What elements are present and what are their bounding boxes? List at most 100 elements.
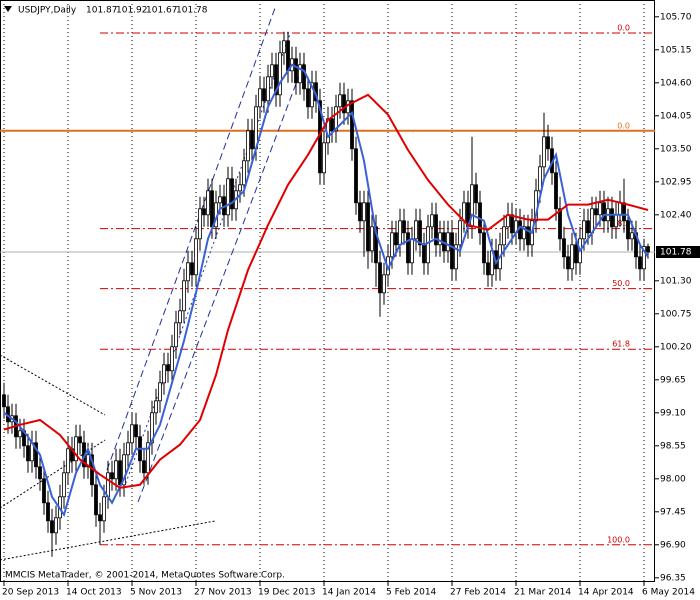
x-tick-label: 14 Jan 2014 — [322, 588, 376, 598]
x-tick-label: 20 Sep 2013 — [2, 588, 59, 598]
candle-body — [118, 460, 122, 486]
channel-line — [137, 59, 306, 503]
current-price-box — [656, 246, 700, 258]
candle-body — [354, 148, 358, 204]
candle-body — [78, 436, 82, 444]
candle-body — [418, 220, 422, 246]
candle-body — [458, 220, 462, 246]
candle-body — [302, 64, 306, 90]
candle-body — [462, 202, 466, 222]
candle-body — [310, 82, 314, 108]
candle-body — [154, 400, 158, 414]
candle-body — [630, 232, 634, 240]
candle-body — [226, 178, 230, 216]
candle-body — [570, 244, 574, 270]
candle-body — [438, 232, 442, 246]
candle-body — [98, 514, 102, 522]
candle-body — [598, 202, 602, 216]
indicator-line — [3, 63, 649, 518]
candle-body — [434, 214, 438, 246]
y-tick-label: 102.95 — [660, 177, 692, 187]
y-tick-label: 100.75 — [660, 309, 692, 319]
header-low: 101.67 — [146, 6, 178, 16]
candle-body — [286, 40, 290, 72]
y-tick-label: 96.35 — [660, 573, 686, 583]
candle-body — [394, 232, 398, 246]
candle-body — [198, 208, 202, 240]
candle-body — [186, 262, 190, 282]
candle-body — [554, 172, 558, 210]
level-label: 0.0 — [617, 24, 630, 33]
candle-body — [206, 190, 210, 216]
candle-body — [126, 442, 130, 456]
y-tick-label: 104.60 — [660, 78, 692, 88]
candle-body — [18, 430, 22, 438]
candle-body — [406, 232, 410, 264]
candle-body — [62, 472, 66, 498]
candle-body — [50, 520, 54, 534]
candle-body — [362, 202, 366, 222]
indicator-lines — [3, 63, 649, 518]
candle-body — [562, 238, 566, 258]
candle-body — [182, 280, 186, 312]
candle-body — [54, 517, 58, 534]
candle-body — [486, 262, 490, 276]
candle-body — [382, 274, 386, 294]
candle-body — [426, 226, 430, 264]
y-tick-label: 98.55 — [660, 441, 686, 451]
x-tick-label: 19 Dec 2013 — [258, 588, 316, 598]
level-label: 50.0 — [612, 279, 630, 288]
grid — [3, 0, 645, 582]
trend-line — [0, 520, 216, 561]
candle-body — [510, 214, 514, 234]
candle-body — [178, 310, 182, 324]
candle-body — [358, 202, 362, 222]
candle-body — [642, 246, 646, 270]
candle-body — [482, 232, 486, 264]
candle-body — [446, 232, 450, 252]
candle-body — [594, 208, 598, 216]
candle-body — [94, 484, 98, 516]
candle-body — [110, 472, 114, 480]
candle-body — [602, 202, 606, 222]
trend-line — [0, 354, 106, 416]
candle-body — [330, 118, 334, 132]
y-tick-label: 98.00 — [660, 474, 686, 484]
indicator-line — [3, 93, 649, 489]
candle-body — [582, 220, 586, 240]
candle-body — [274, 64, 278, 96]
candle-body — [614, 214, 618, 228]
candle-body — [194, 238, 198, 276]
candle-body — [106, 472, 110, 498]
candle-body — [174, 322, 178, 348]
candle-body — [378, 262, 382, 294]
candle-body — [390, 232, 394, 258]
candle-body — [342, 94, 346, 114]
x-tick-label: 5 Nov 2013 — [130, 588, 182, 598]
candle-body — [398, 220, 402, 246]
y-tick-label: 104.05 — [660, 111, 692, 121]
candle-body — [162, 364, 166, 384]
y-tick-label: 99.65 — [660, 375, 686, 385]
y-tick-label: 102.40 — [660, 210, 692, 220]
candle-body — [146, 442, 150, 474]
candle-body — [414, 220, 418, 240]
header-close: 101.78 — [176, 6, 208, 16]
candle-body — [202, 208, 206, 216]
candle-body — [370, 226, 374, 252]
candle-body — [2, 394, 6, 408]
y-tick-label: 105.15 — [660, 45, 692, 55]
candle-body — [166, 364, 170, 372]
candle-body — [246, 130, 250, 162]
y-tick-label: 96.90 — [660, 540, 686, 550]
x-tick-label: 14 Oct 2013 — [66, 588, 122, 598]
x-tick-label: 5 Feb 2014 — [386, 588, 437, 598]
candle-body — [450, 232, 454, 270]
candle-body — [242, 160, 246, 186]
candle-body — [558, 208, 562, 240]
candle-body — [278, 52, 282, 96]
candle-body — [502, 226, 506, 246]
x-tick-label: 27 Nov 2013 — [194, 588, 252, 598]
